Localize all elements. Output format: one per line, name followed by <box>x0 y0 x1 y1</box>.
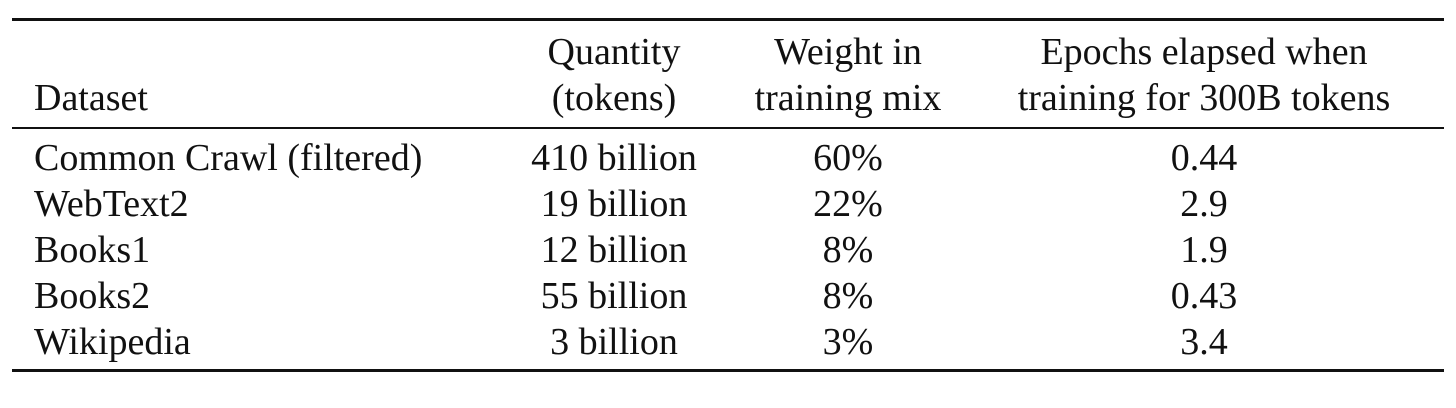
cell-weight: 60% <box>813 137 883 179</box>
cell-weight: 22% <box>813 183 883 225</box>
top-rule <box>12 18 1444 21</box>
cell-quantity: 55 billion <box>540 275 688 317</box>
header-weight: Weight in training mix <box>754 31 942 119</box>
table-row: Wikipedia 3 billion 3% 3.4 <box>12 319 1444 369</box>
header-dataset: Dataset <box>34 77 148 119</box>
data-table: Dataset Quantity (tokens) Weight in trai… <box>12 21 1444 127</box>
cell-dataset: Books2 <box>34 275 151 317</box>
table-row: WebText2 19 billion 22% 2.9 <box>12 181 1444 227</box>
cell-epochs: 0.44 <box>1170 137 1238 179</box>
dataset-table: Dataset Quantity (tokens) Weight in trai… <box>12 18 1444 372</box>
header-epochs: Epochs elapsed when training for 300B to… <box>1017 31 1391 119</box>
cell-epochs: 2.9 <box>1180 183 1228 225</box>
header-quantity: Quantity (tokens) <box>547 31 681 119</box>
cell-weight: 8% <box>822 229 874 271</box>
cell-weight: 8% <box>822 275 874 317</box>
cell-epochs: 3.4 <box>1180 321 1228 363</box>
table-row: Common Crawl (filtered) 410 billion 60% … <box>12 129 1444 181</box>
cell-dataset: Common Crawl (filtered) <box>34 137 423 179</box>
cell-weight: 3% <box>822 321 874 363</box>
header-row: Dataset Quantity (tokens) Weight in trai… <box>12 21 1444 127</box>
cell-quantity: 19 billion <box>540 183 688 225</box>
table-row: Books2 55 billion 8% 0.43 <box>12 273 1444 319</box>
cell-quantity: 410 billion <box>531 137 697 179</box>
cell-quantity: 12 billion <box>540 229 688 271</box>
header-rule <box>12 127 1444 129</box>
cell-epochs: 0.43 <box>1170 275 1238 317</box>
cell-quantity: 3 billion <box>550 321 678 363</box>
cell-dataset: Wikipedia <box>34 321 191 363</box>
cell-epochs: 1.9 <box>1180 229 1228 271</box>
data-table-body: Common Crawl (filtered) 410 billion 60% … <box>12 129 1444 369</box>
cell-dataset: Books1 <box>34 229 151 271</box>
cell-dataset: WebText2 <box>34 183 189 225</box>
bottom-rule <box>12 369 1444 372</box>
table-row: Books1 12 billion 8% 1.9 <box>12 227 1444 273</box>
